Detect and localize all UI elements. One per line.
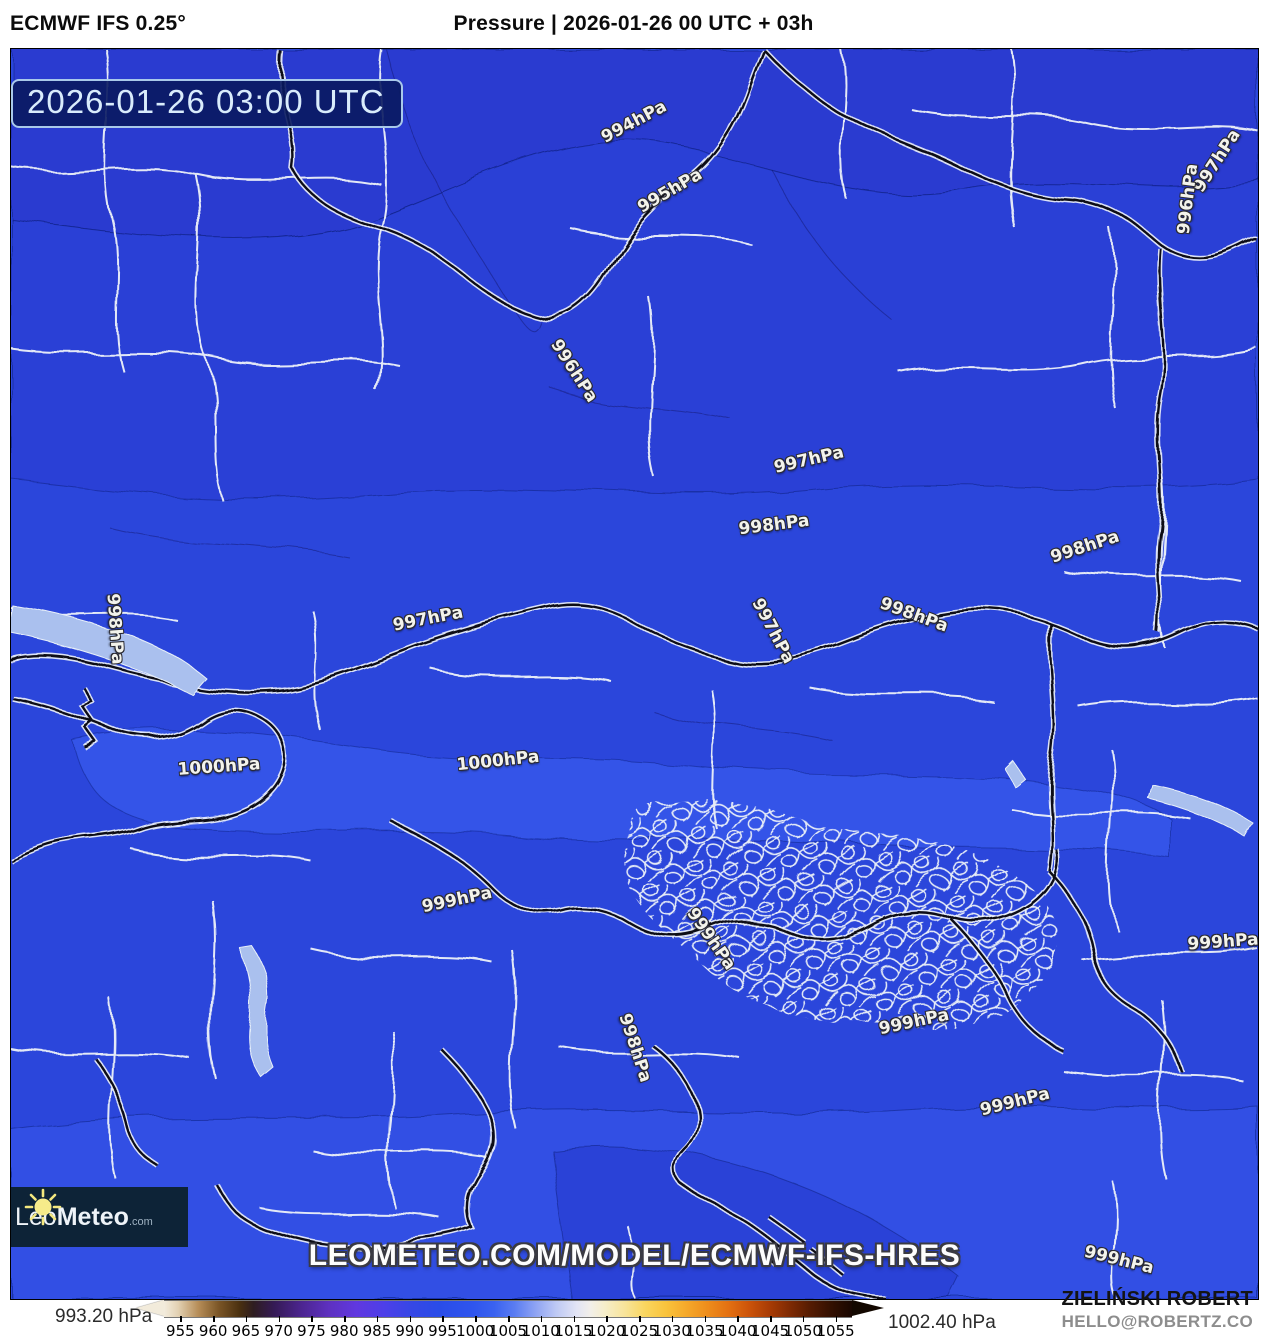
header: ECMWF IFS 0.25° Pressure | 2026-01-26 00… [0,0,1267,48]
colorbar-tick-label: 1050 [783,1322,822,1340]
colorbar-tick [573,1316,576,1322]
colorbar-tick-label: 990 [395,1322,425,1340]
colorbar-tick-label: 1035 [685,1322,724,1340]
colorbar-tick-label: 1040 [718,1322,757,1340]
colorbar-tick-label: 1030 [652,1322,691,1340]
scale-max-label: 1002.40 hPa [888,1312,996,1333]
colorbar-tick-label: 1045 [751,1322,790,1340]
colorbar-tick-label: 1025 [619,1322,659,1340]
pressure-fill-bands [11,49,1258,1299]
colorbar-tick [409,1316,412,1322]
leometeo-logo: LeoMeteo.com [11,1187,188,1247]
watermark: LEOMETEO.COM/MODEL/ECMWF-IFS-HRES [308,1239,961,1272]
colorbar-ticks: 955 960 965 970 975 980 985 990 995 1000 1005 1010 1… [164,1300,855,1340]
colorbar-tick [508,1316,510,1322]
author-credit: ZIELIŃSKI ROBERT [1061,1288,1253,1310]
colorbar-left-arrow [136,1300,164,1316]
colorbar-tick [442,1316,444,1322]
colorbar-tick-label: 960 [198,1322,228,1340]
sun-icon [24,1188,62,1226]
lake [11,603,208,696]
colorbar-right-arrow [852,1300,884,1316]
colorbar-tick [278,1316,281,1322]
colorbar-tick-label: 1020 [587,1322,626,1340]
colorbar-tick-label: 965 [231,1322,261,1340]
colorbar-tick [770,1316,772,1322]
colorbar-tick-label: 955 [166,1322,195,1340]
lakes [11,603,1254,1078]
colorbar-tick [376,1316,379,1322]
colorbar-tick [802,1316,805,1322]
colorbar-tick-label: 975 [297,1322,326,1340]
colorbar-tick-label: 1000 [456,1322,495,1340]
colorbar-tick [213,1316,215,1322]
page-title: Pressure | 2026-01-26 00 UTC + 03h [453,12,814,35]
lake [1004,760,1028,790]
contact-credit: HELLO@ROBERTZ.CO [1061,1312,1253,1331]
model-label: ECMWF IFS 0.25° [10,12,186,35]
colorbar-tick [606,1316,608,1322]
colorbar-tick [737,1316,739,1322]
colorbar-tick-label: 1010 [521,1322,560,1340]
lake [1148,784,1254,838]
timestamp-badge: 2026-01-26 03:00 UTC [11,79,403,128]
colorbar-tick [639,1316,641,1322]
colorbar-tick [245,1316,248,1322]
scale-min-label: 993.20 hPa [55,1306,153,1327]
lake [238,944,274,1078]
colorbar-tick [540,1316,543,1322]
colorbar-tick [835,1316,838,1322]
colorbar-tick [704,1316,707,1322]
colorbar-tick [344,1316,346,1322]
weather-map: 994hPa 995hPa 997hPa 996hPa 996hPa 997hPa 998h… [10,48,1259,1300]
map-canvas [11,49,1258,1299]
colorbar-tick [311,1316,313,1322]
colorbar-tick [475,1316,477,1322]
contour-lines [110,49,892,740]
colorbar-tick-label: 1055 [816,1322,855,1340]
colorbar-tick [671,1316,674,1322]
colorbar-tick-label: 995 [428,1322,457,1340]
municipal-cells [623,800,1059,1029]
pressure-colorbar: 955 960 965 970 975 980 985 990 995 1000 1005 1010 1… [136,1300,884,1340]
colorbar-tick-label: 1015 [554,1322,593,1340]
colorbar-tick [180,1316,182,1322]
colorbar-tick-label: 970 [264,1322,293,1340]
colorbar-tick-label: 985 [362,1322,392,1340]
colorbar-tick-label: 980 [329,1322,359,1340]
colorbar-tick-label: 1005 [488,1322,528,1340]
